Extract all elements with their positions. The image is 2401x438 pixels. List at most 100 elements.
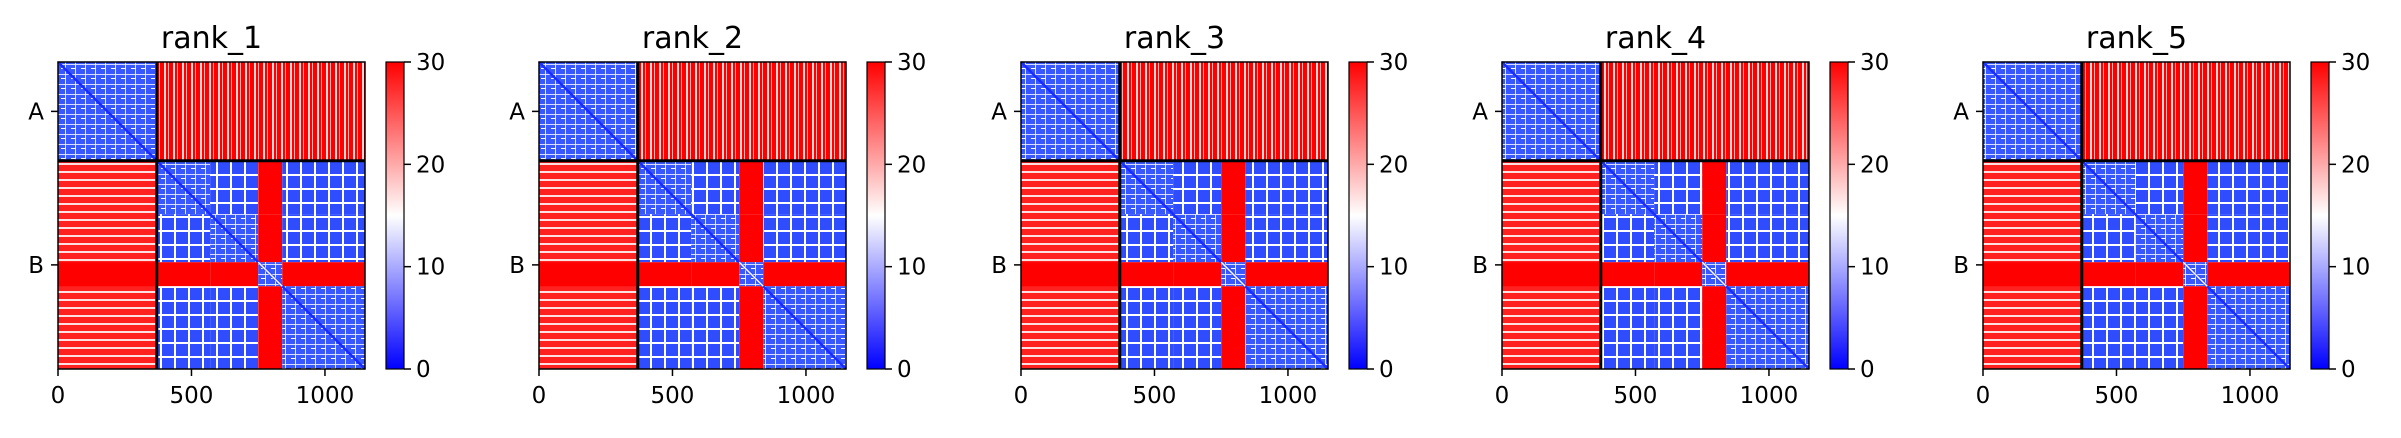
block-B-d3-d4 [2207, 262, 2290, 287]
x-tick-label: 0 [51, 383, 66, 409]
colorbar-tick-label: 10 [416, 255, 445, 281]
block-B-d1-d4 [1726, 160, 1809, 215]
block-B-d3-d1 [2081, 262, 2136, 287]
block-B-d4-d1 [637, 286, 692, 369]
diagonal [1501, 61, 1810, 370]
block-B-d2-d4 [2207, 214, 2290, 263]
x-tick-label: 1000 [1740, 383, 1799, 409]
y-tick-label: B [28, 253, 44, 279]
colorbar [385, 61, 405, 370]
panel-title: rank_2 [642, 21, 743, 56]
colorbar-tick-label: 0 [897, 357, 912, 383]
x-tick-label: 1000 [2221, 383, 2280, 409]
diagonal-highlight [1220, 261, 1246, 287]
block-B-d1-d3 [2183, 160, 2208, 215]
block-B-d3-d4 [1726, 262, 1809, 287]
block-B-d4-d3 [258, 286, 283, 369]
y-tick-label: B [1472, 253, 1488, 279]
block-B-d1-d3 [739, 160, 764, 215]
colorbar-tick-label: 0 [2341, 357, 2356, 383]
x-tick-label: 0 [532, 383, 547, 409]
block-B-d1-d3 [1221, 160, 1246, 215]
block-B-A-band [1983, 262, 2082, 287]
x-tick-label: 0 [1976, 383, 1991, 409]
block-B-d2-d4 [763, 214, 846, 263]
block-B-d4-d1 [156, 286, 211, 369]
panel-2: rank_2 0 500 1000 A B 0 10 20 30 [509, 21, 926, 409]
block-A-B [156, 62, 365, 161]
y-tick-label: A [28, 99, 44, 125]
axes-frame [57, 61, 366, 370]
y-tick-label: B [991, 253, 1007, 279]
block-B-d2-d1 [1600, 214, 1655, 263]
block-B-d2-d1 [2081, 214, 2136, 263]
block-B-d2-d3 [739, 214, 764, 263]
colorbar-tick-label: 20 [897, 152, 926, 178]
x-tick-label: 1000 [1259, 383, 1318, 409]
block-B-d3-d4 [282, 262, 365, 287]
block-B-d3-d2 [2135, 262, 2184, 287]
heatmap [57, 61, 366, 370]
diagonal [57, 61, 366, 370]
y-tick-label: A [509, 99, 525, 125]
y-tick-label: B [509, 253, 525, 279]
block-B-d4-d1 [1600, 286, 1655, 369]
colorbar-tick-label: 30 [1379, 50, 1408, 76]
x-tick-label: 500 [1133, 383, 1177, 409]
colorbar [2310, 61, 2330, 370]
colorbar-tick-label: 10 [1379, 255, 1408, 281]
diagonal [1020, 61, 1329, 370]
block-B-d1-d4 [282, 160, 365, 215]
block-B-d1-d2 [1173, 160, 1222, 215]
block-B-d3-d4 [1245, 262, 1328, 287]
block-B-d4-d3 [1221, 286, 1246, 369]
colorbar [1829, 61, 1849, 370]
panel-4: rank_4 0 500 1000 A B 0 10 20 30 [1472, 21, 1889, 409]
block-B-d4-d2 [210, 286, 259, 369]
panel-title: rank_4 [1605, 21, 1706, 56]
x-tick-label: 0 [1495, 383, 1510, 409]
block-B-A-band [1502, 262, 1601, 287]
colorbar-tick-label: 10 [897, 255, 926, 281]
colorbar-tick-label: 10 [2341, 255, 2370, 281]
colorbar-tick-label: 10 [1860, 255, 1889, 281]
colorbar-tick-label: 30 [2341, 50, 2370, 76]
diagonal-highlight [1701, 261, 1727, 287]
block-B-d2-d3 [1221, 214, 1246, 263]
block-B-d4-d1 [2081, 286, 2136, 369]
y-tick-label: B [1953, 253, 1969, 279]
x-tick-label: 0 [1014, 383, 1029, 409]
block-B-d1-d3 [258, 160, 283, 215]
block-B-d1-d2 [210, 160, 259, 215]
colorbar-tick-label: 20 [1379, 152, 1408, 178]
panel-3: rank_3 0 500 1000 A B 0 10 20 30 [991, 21, 1408, 409]
block-B-d1-d2 [1654, 160, 1703, 215]
block-B-d2-d1 [637, 214, 692, 263]
axes-frame [1982, 61, 2291, 370]
colorbar-tick-label: 20 [2341, 152, 2370, 178]
block-B-A-band [58, 262, 157, 287]
colorbar-tick-label: 0 [416, 357, 431, 383]
block-B-d3-d1 [637, 262, 692, 287]
diagonal-highlight [738, 261, 764, 287]
y-tick-label: A [991, 99, 1007, 125]
colorbar-tick-label: 30 [897, 50, 926, 76]
block-B-d3-d1 [1119, 262, 1174, 287]
x-tick-label: 1000 [777, 383, 836, 409]
diagonal-highlight [2182, 261, 2208, 287]
block-B-d1-d2 [2135, 160, 2184, 215]
x-tick-label: 500 [2095, 383, 2139, 409]
block-B-d2-d1 [1119, 214, 1174, 263]
heatmap [1501, 61, 1810, 370]
block-B-d3-d2 [1173, 262, 1222, 287]
panel-title: rank_3 [1124, 21, 1225, 56]
heatmap [1020, 61, 1329, 370]
block-A-B [2081, 62, 2290, 161]
diagonal-highlight [257, 261, 283, 287]
panel-title: rank_5 [2086, 21, 2187, 56]
panel-title: rank_1 [161, 21, 262, 56]
block-B-A-band [539, 262, 638, 287]
colorbar-tick-label: 0 [1379, 357, 1394, 383]
block-B-d2-d3 [258, 214, 283, 263]
